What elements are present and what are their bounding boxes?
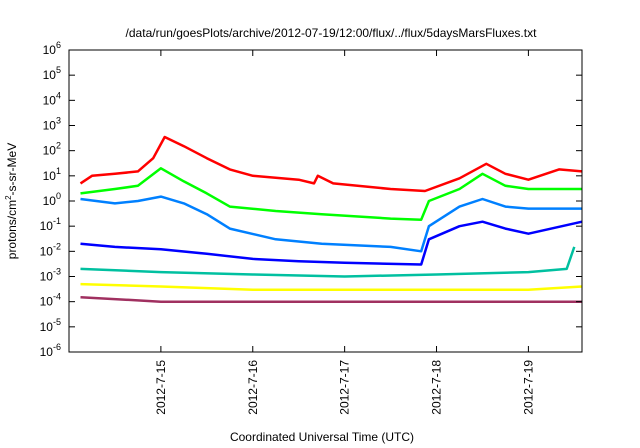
y-tick-label: 103 [43,116,61,133]
y-axis-label-superscript: 2 [4,195,13,200]
x-tick-label: 2012-7-16 [246,360,260,415]
y-tick-label: 102 [43,141,61,158]
ticks: 10-6 10-5 10-4 10-3 10-2 10-1 100 101 102 103 104 1… [40,40,582,415]
axes [68,49,583,353]
series-layer [79,135,583,303]
x-tick-label: 2012-7-15 [154,360,168,415]
x-tick-label: 2012-7-18 [430,360,444,415]
y-tick-label: 10-3 [40,267,61,284]
chart-title: /data/run/goesPlots/archive/2012-07-19/1… [126,26,538,40]
y-tick-label: 104 [43,90,61,107]
y-tick-label: 106 [43,40,61,57]
y-axis-label: protons/cm2-s-sr-MeV [4,143,19,259]
y-tick-label: 101 [43,166,61,183]
series-line-4 [80,220,583,266]
plot-frame [68,49,583,353]
y-tick-label: 10-2 [40,241,61,258]
y-tick-label: 10-6 [40,342,61,359]
y-tick-label: 10-1 [40,216,61,233]
series-line-7 [80,295,582,303]
y-tick-label: 105 [43,65,61,82]
series-line-5 [80,246,576,278]
x-tick-label: 2012-7-17 [338,360,352,415]
y-axis-label-suffix: -s-sr-MeV [5,143,19,196]
y-axis-label-prefix: protons/cm [5,200,19,259]
y-tick-label: 10-5 [40,317,61,334]
x-tick-label: 2012-7-19 [521,360,535,415]
series-line-2 [80,167,582,221]
series-line-1 [79,135,583,193]
y-tick-label: 10-4 [40,292,61,309]
series-line-6 [80,282,583,291]
series-line-3 [80,195,582,253]
x-axis-label: Coordinated Universal Time (UTC) [230,430,414,444]
y-tick-label: 100 [43,191,61,208]
